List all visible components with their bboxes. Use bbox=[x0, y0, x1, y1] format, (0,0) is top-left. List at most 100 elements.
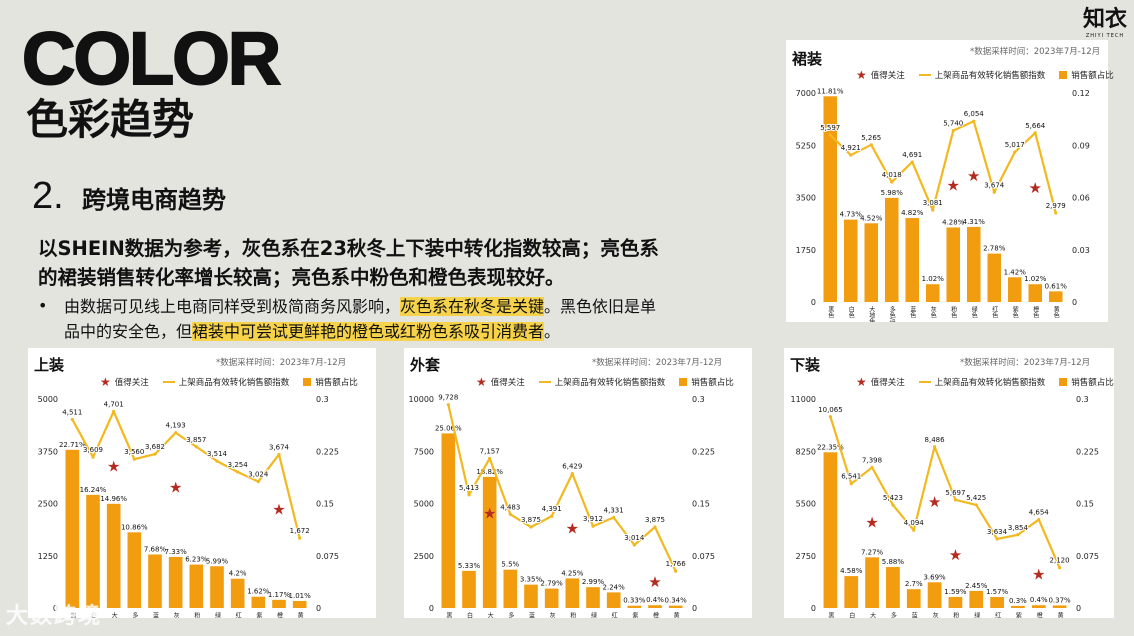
line-data-label: 3,014 bbox=[624, 534, 645, 542]
x-category-label: 蓝色 bbox=[910, 611, 917, 618]
y-left-tick-label: 0 bbox=[53, 604, 58, 613]
line-data-label: 4,018 bbox=[882, 171, 902, 179]
chart-panel-tops: 上装 *数据采样时间：2023年7月-12月 ★ 值得关注 上架商品有效转化销售额指… bbox=[28, 348, 376, 618]
line-point bbox=[891, 503, 895, 507]
bar-data-label: 1.59% bbox=[944, 588, 967, 596]
x-category-label: 黑色 bbox=[827, 306, 834, 318]
y-right-tick-label: 0.06 bbox=[1072, 194, 1090, 203]
bar bbox=[990, 597, 1004, 608]
bar bbox=[189, 564, 204, 608]
x-category-label: 多色/拼色 bbox=[889, 611, 896, 618]
bar bbox=[927, 582, 942, 608]
line-data-label: 5,423 bbox=[883, 494, 903, 502]
bar-data-label: 22.71% bbox=[59, 441, 86, 449]
x-category-label: 白色 bbox=[848, 611, 855, 618]
summary-paragraph: 以SHEIN数据为参考，灰色系在23秋冬上下装中转化指数较高；亮色系的裙装销售转… bbox=[38, 237, 659, 289]
chart-date-note: *数据采样时间：2023年7月-12月 bbox=[216, 358, 347, 368]
highlight-star-icon: ★ bbox=[272, 500, 285, 518]
y-right-tick-label: 0.15 bbox=[316, 500, 334, 509]
x-category-label: 大地色 bbox=[486, 611, 493, 618]
bar bbox=[503, 569, 518, 608]
bar-data-label: 6.23% bbox=[185, 556, 208, 564]
line-point bbox=[1016, 533, 1020, 537]
legend-bar-label: 销售额占比 bbox=[1071, 71, 1114, 81]
chart-date-note: *数据采样时间：2023年7月-12月 bbox=[960, 358, 1091, 368]
bar bbox=[1031, 605, 1046, 608]
page-title-zh: 色彩趋势 bbox=[26, 95, 195, 144]
line-data-label: 4,483 bbox=[500, 503, 520, 511]
bar-data-label: 1.02% bbox=[1024, 275, 1047, 283]
y-left-tick-label: 3750 bbox=[38, 447, 58, 456]
line-data-label: 7,157 bbox=[480, 447, 500, 455]
bar-data-label: 16.24% bbox=[80, 486, 107, 494]
x-category-label: 灰色 bbox=[931, 611, 938, 618]
line-point bbox=[236, 470, 240, 474]
line-point bbox=[550, 514, 554, 518]
x-category-label: 粉色 bbox=[569, 611, 576, 618]
x-category-label: 红色 bbox=[994, 611, 1001, 618]
brand-logo: 知衣 ZHIYI TECH bbox=[1082, 8, 1128, 40]
bar bbox=[524, 584, 538, 608]
legend-bar-icon bbox=[303, 378, 312, 386]
bar-data-label: 4.31% bbox=[963, 218, 986, 226]
x-category-label: 黑色 bbox=[445, 612, 452, 618]
line-data-label: 1,672 bbox=[290, 527, 310, 535]
bar-data-label: 22.35% bbox=[817, 443, 844, 451]
legend-star-label: 值得关注 bbox=[490, 378, 525, 388]
bar-data-label: 1.02% bbox=[922, 275, 945, 283]
legend-star-label: 值得关注 bbox=[870, 71, 905, 81]
line-point bbox=[995, 537, 999, 541]
line-data-label: 5,017 bbox=[1005, 141, 1025, 149]
line-point bbox=[446, 403, 450, 407]
bar-data-label: 2.99% bbox=[582, 578, 605, 586]
line-point bbox=[132, 457, 136, 461]
bar-data-label: 1.62% bbox=[247, 588, 270, 596]
line-data-label: 2,120 bbox=[1050, 557, 1070, 565]
y-right-tick-label: 0 bbox=[1072, 298, 1077, 307]
bar bbox=[127, 532, 142, 608]
line-data-label: 3,682 bbox=[145, 443, 165, 451]
bar bbox=[844, 576, 859, 608]
y-right-tick-label: 0.075 bbox=[316, 552, 339, 561]
bar-data-label: 2.78% bbox=[983, 245, 1006, 253]
y-right-tick-label: 0 bbox=[316, 604, 321, 613]
chart-title: 外套 bbox=[410, 356, 441, 374]
chart-legend: ★ 值得关注 上架商品有效转化销售额指数 销售额占比 bbox=[476, 375, 734, 389]
legend-bar-label: 销售额占比 bbox=[315, 378, 358, 388]
bar bbox=[565, 578, 580, 608]
bar-data-label: 2.7% bbox=[905, 580, 923, 588]
bar-data-label: 5.99% bbox=[206, 557, 229, 565]
line-data-label: 5,413 bbox=[459, 484, 479, 492]
highlight-star-icon: ★ bbox=[169, 479, 182, 497]
x-category-label: 蓝色 bbox=[909, 305, 916, 318]
line-data-label: 5,425 bbox=[966, 494, 986, 502]
line-point bbox=[91, 455, 95, 459]
bar bbox=[1028, 284, 1043, 302]
y-right-tick-label: 0 bbox=[1076, 604, 1081, 613]
line-point bbox=[828, 133, 832, 137]
bar bbox=[462, 570, 476, 608]
page-title-en: COLOR bbox=[21, 17, 282, 100]
x-category-label: 橙色 bbox=[276, 611, 283, 618]
line-point bbox=[194, 445, 198, 449]
highlight-star-icon: ★ bbox=[107, 457, 120, 475]
legend-star-label: 值得关注 bbox=[114, 378, 149, 388]
bar bbox=[627, 605, 642, 608]
line-point bbox=[974, 503, 978, 507]
bar bbox=[1011, 605, 1025, 608]
bar-data-label: 2.79% bbox=[541, 580, 564, 588]
line-data-label: 9,728 bbox=[438, 394, 458, 402]
series-line bbox=[829, 416, 1061, 569]
line-point bbox=[828, 415, 833, 419]
bullet-highlight-1: 灰色系在秋冬是关键 bbox=[400, 297, 545, 316]
x-category-label: 橙色 bbox=[1032, 305, 1039, 318]
line-data-label: 6,054 bbox=[964, 110, 985, 118]
x-category-label: 大地色 bbox=[869, 611, 876, 618]
line-data-label: 4,193 bbox=[166, 422, 186, 430]
y-right-tick-label: 0.075 bbox=[692, 552, 715, 561]
chart-svg: 0 2500 5000 7500 10000 0 0.075 0.15 0.225 0.3 25.0… bbox=[409, 393, 715, 618]
highlight-star-icon: ★ bbox=[949, 546, 962, 564]
line-point bbox=[951, 129, 955, 133]
chart-legend: ★ 值得关注 上架商品有效转化销售额指数 销售额占比 bbox=[856, 375, 1114, 389]
y-left-tick-label: 0 bbox=[811, 298, 816, 307]
